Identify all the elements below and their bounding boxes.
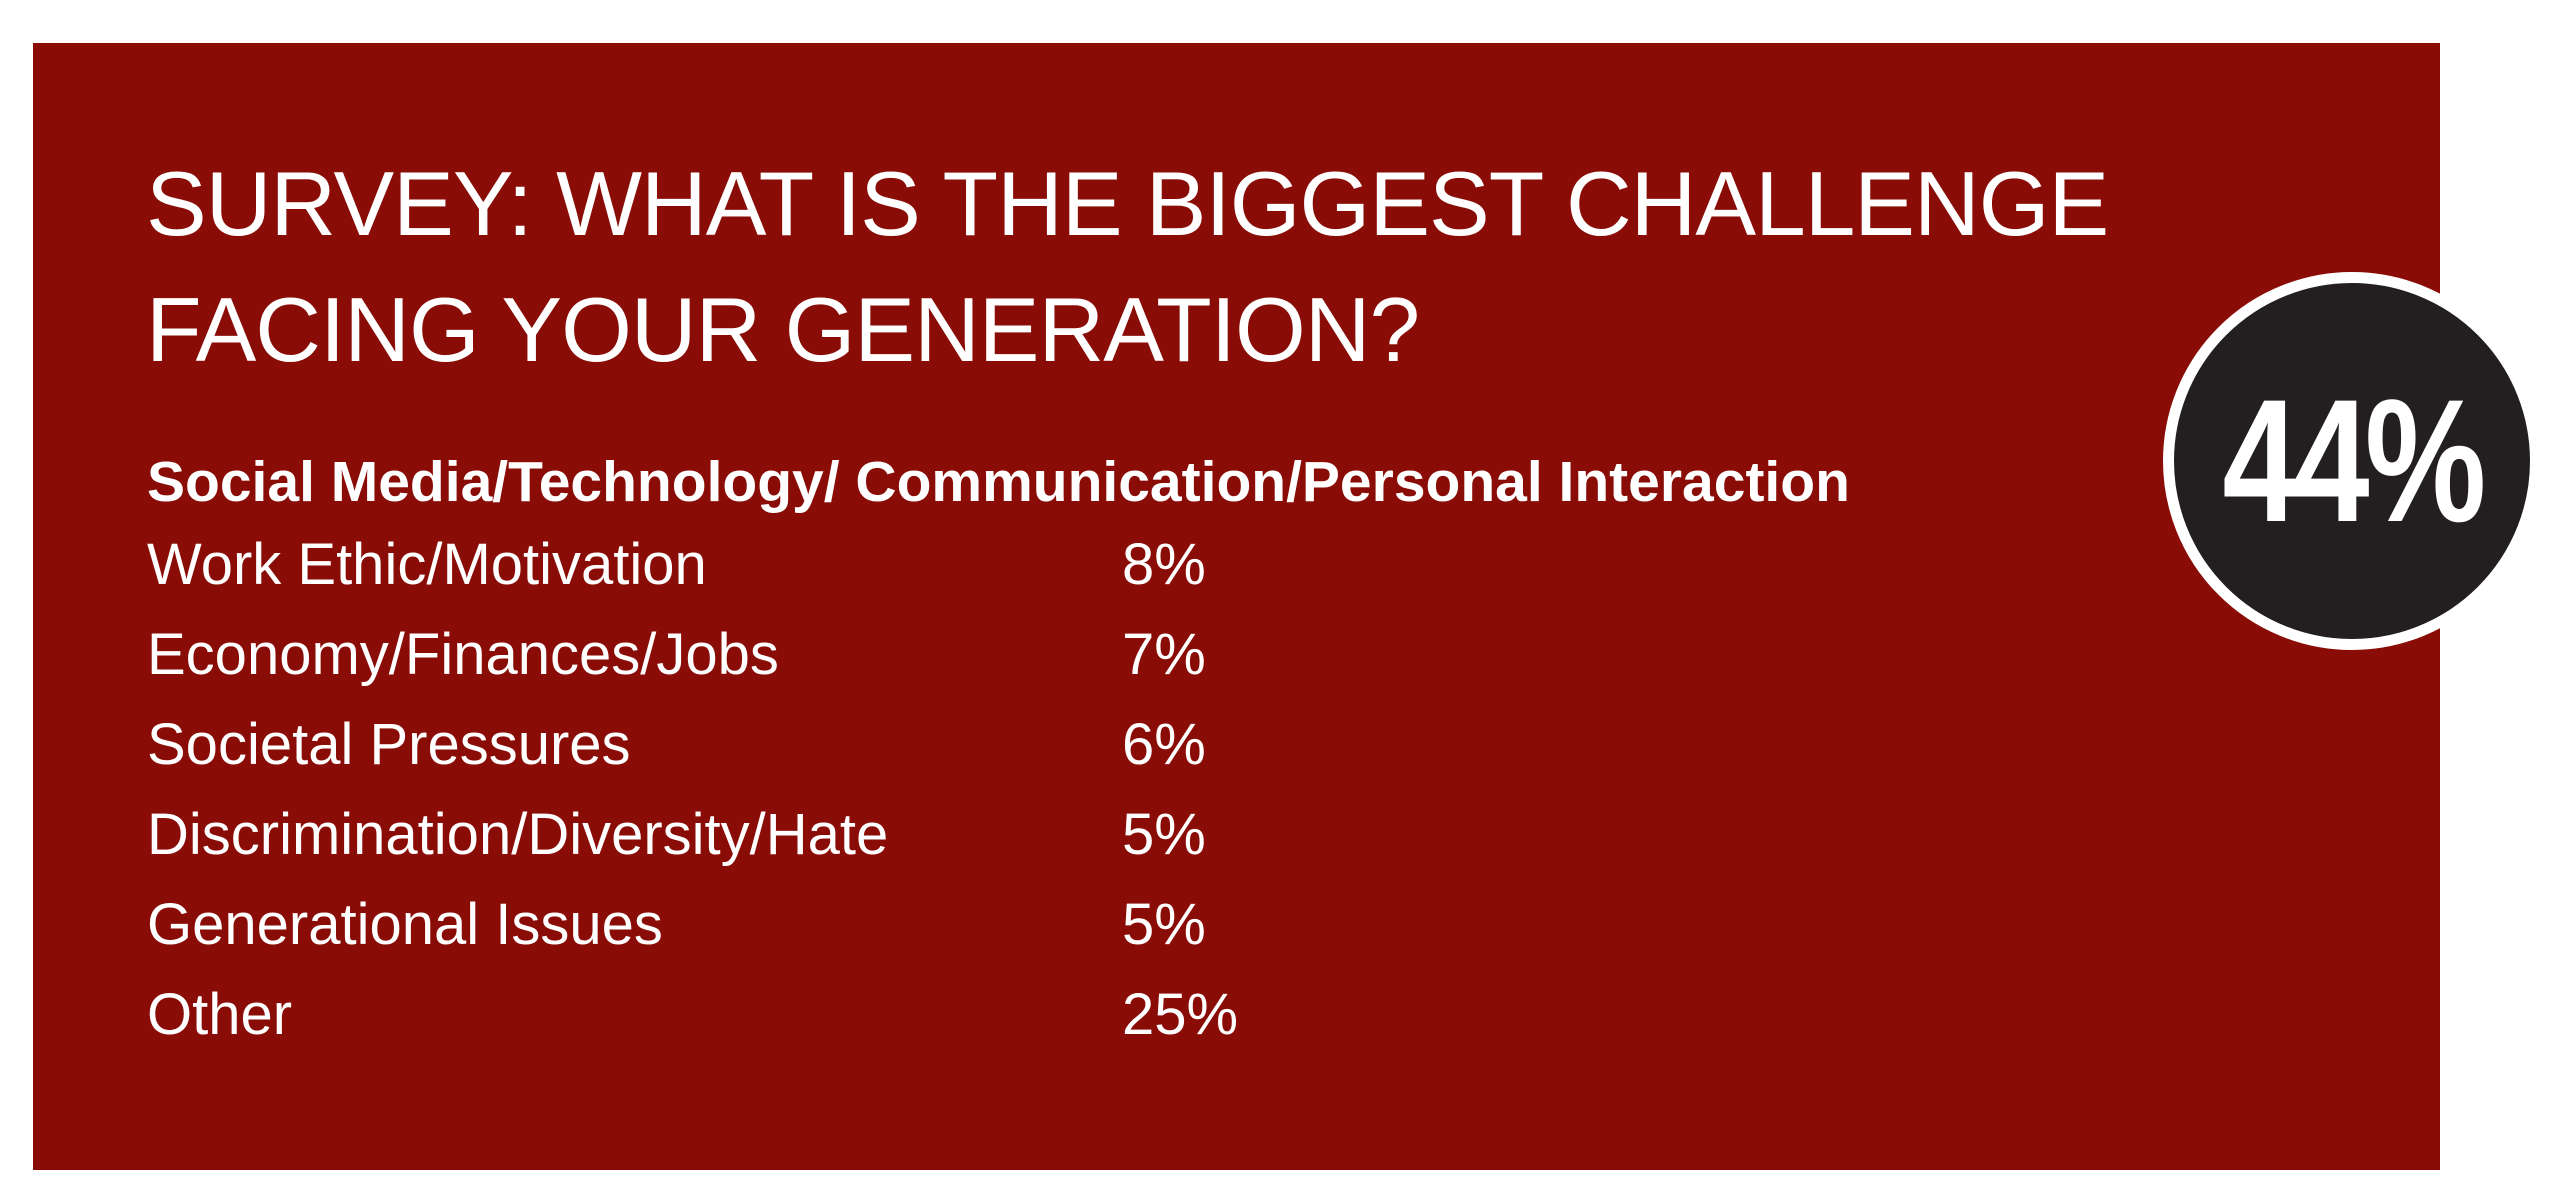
- chart-title: SURVEY: WHAT IS THE BIGGEST CHALLENGE FA…: [146, 142, 2146, 394]
- answer-category: Work Ethic/Motivation: [147, 532, 707, 597]
- table-row: Other 25%: [147, 970, 1347, 1060]
- answer-category: Economy/Finances/Jobs: [147, 622, 779, 687]
- answer-category: Generational Issues: [147, 892, 663, 957]
- answer-percent: 5%: [1122, 802, 1206, 867]
- title-line-2: FACING YOUR GENERATION?: [146, 280, 1420, 381]
- survey-card: [33, 43, 2440, 1170]
- top-answer-label: Social Media/Technology/ Communication/P…: [147, 450, 1850, 514]
- answer-percent: 6%: [1122, 712, 1206, 777]
- top-answer-badge: 44%: [2163, 272, 2541, 650]
- answer-percent: 7%: [1122, 622, 1206, 687]
- table-row: Societal Pressures 6%: [147, 700, 1347, 790]
- title-line-1: SURVEY: WHAT IS THE BIGGEST CHALLENGE: [146, 154, 2109, 255]
- answer-category: Discrimination/Diversity/Hate: [147, 802, 889, 867]
- answer-percent: 5%: [1122, 892, 1206, 957]
- table-row: Economy/Finances/Jobs 7%: [147, 610, 1347, 700]
- answer-percent: 8%: [1122, 532, 1206, 597]
- answer-category: Societal Pressures: [147, 712, 631, 777]
- answer-category: Other: [147, 982, 293, 1047]
- top-answer-value: 44%: [2222, 363, 2486, 559]
- answer-percent: 25%: [1122, 982, 1239, 1047]
- table-row: Generational Issues 5%: [147, 880, 1347, 970]
- table-row: Work Ethic/Motivation 8%: [147, 520, 1347, 610]
- table-row: Discrimination/Diversity/Hate 5%: [147, 790, 1347, 880]
